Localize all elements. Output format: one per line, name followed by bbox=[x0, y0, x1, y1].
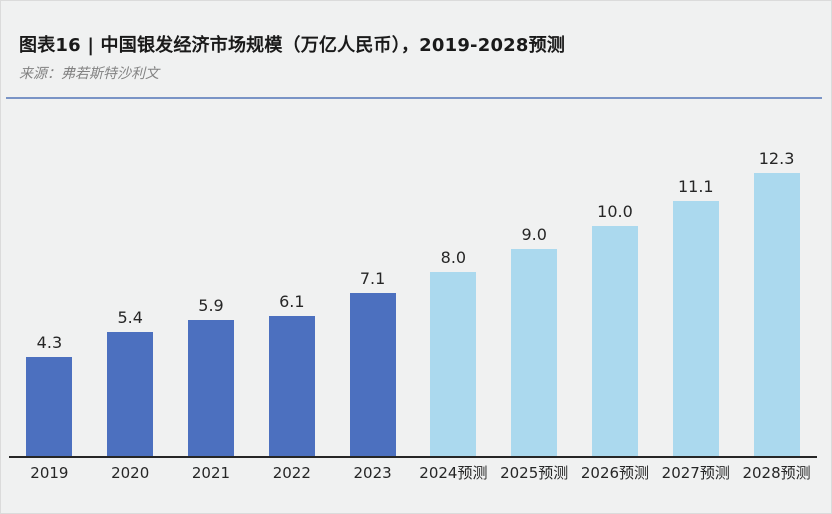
bar-column-2021: 5.9 bbox=[171, 296, 252, 456]
bar-value-label-2024预测: 8.0 bbox=[440, 248, 467, 267]
bar-2019 bbox=[26, 357, 73, 456]
bar-chart: 4.3 5.4 5.9 6.1 7.1 8.0 9.0 10.0 11.1 12.3 2019 20… bbox=[9, 149, 817, 482]
bar-value-label-2021: 5.9 bbox=[198, 296, 224, 315]
bar-column-2020: 5.4 bbox=[90, 308, 171, 456]
bar-value-label-2023: 7.1 bbox=[359, 269, 386, 288]
bar-value-label-2028预测: 12.3 bbox=[758, 149, 795, 168]
bar-2026预测 bbox=[591, 226, 638, 456]
bar-column-2023: 7.1 bbox=[332, 269, 413, 456]
bar-2021 bbox=[187, 320, 234, 456]
bar-column-2024预测: 8.0 bbox=[413, 248, 494, 456]
bar-2022 bbox=[268, 316, 315, 456]
bar-2028预测 bbox=[753, 173, 800, 456]
x-tick-label-2020: 2020 bbox=[111, 464, 150, 482]
x-tick-label-2024预测: 2024预测 bbox=[419, 464, 488, 482]
bar-value-label-2020: 5.4 bbox=[117, 308, 143, 327]
plot-area: 4.3 5.4 5.9 6.1 7.1 8.0 9.0 10.0 11.1 12.3 bbox=[9, 149, 817, 456]
bar-column-2025预测: 9.0 bbox=[494, 225, 575, 456]
x-tick-label-2026预测: 2026预测 bbox=[580, 464, 650, 482]
x-tick-label-2025预测: 2025预测 bbox=[500, 464, 569, 482]
bar-2027预测 bbox=[672, 201, 719, 456]
bar-column-2019: 4.3 bbox=[9, 333, 90, 456]
bar-2025预测 bbox=[511, 249, 558, 456]
header-divider bbox=[6, 97, 822, 99]
bar-2023 bbox=[349, 293, 396, 456]
x-axis-labels: 2019 2020 2021 2022 2023 2024预测 2025预测 2026预测 20… bbox=[9, 458, 817, 482]
bar-value-label-2026预测: 10.0 bbox=[597, 202, 633, 221]
x-tick-label-2028预测: 2028预测 bbox=[742, 464, 811, 482]
x-tick-label-2023: 2023 bbox=[353, 464, 392, 482]
x-tick-label-2027预测: 2027预测 bbox=[661, 464, 730, 482]
bar-value-label-2025预测: 9.0 bbox=[521, 225, 547, 244]
bar-value-label-2022: 6.1 bbox=[279, 292, 305, 311]
bar-2024预测 bbox=[430, 272, 477, 456]
bar-column-2022: 6.1 bbox=[251, 292, 332, 456]
x-tick-label-2021: 2021 bbox=[191, 464, 231, 482]
bar-column-2028预测: 12.3 bbox=[736, 149, 817, 456]
bar-column-2026预测: 10.0 bbox=[575, 202, 656, 456]
bar-value-label-2027预测: 11.1 bbox=[677, 177, 714, 196]
bar-value-label-2019: 4.3 bbox=[36, 333, 63, 352]
figure-source: 来源：弗若斯特沙利文 bbox=[19, 66, 159, 82]
figure-title: 图表16 | 中国银发经济市场规模（万亿人民币），2019-2028预测 bbox=[19, 35, 566, 56]
x-tick-label-2019: 2019 bbox=[30, 464, 69, 482]
bar-2020 bbox=[107, 332, 154, 456]
x-tick-label-2022: 2022 bbox=[272, 464, 311, 482]
bar-column-2027预测: 11.1 bbox=[655, 177, 736, 456]
x-axis-line bbox=[9, 456, 817, 458]
